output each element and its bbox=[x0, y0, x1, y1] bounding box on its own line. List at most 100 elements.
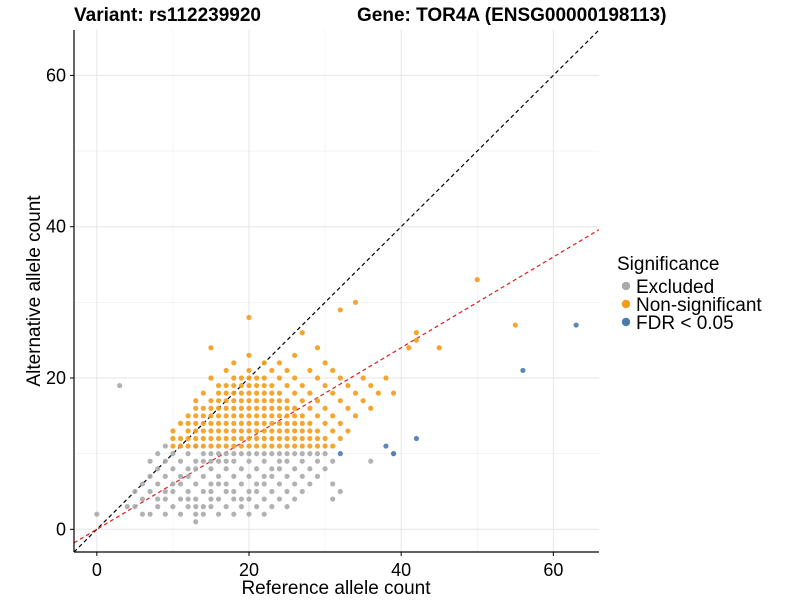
point-excluded bbox=[170, 488, 176, 495]
point-excluded bbox=[276, 451, 283, 457]
point-fdr-0-05 bbox=[573, 322, 579, 328]
point-excluded bbox=[208, 481, 214, 487]
point-excluded bbox=[139, 496, 146, 502]
point-non-significant bbox=[269, 428, 275, 434]
legend-title: Significance bbox=[617, 254, 719, 275]
point-excluded bbox=[314, 458, 321, 464]
point-excluded bbox=[299, 451, 305, 457]
point-non-significant bbox=[261, 405, 267, 411]
point-non-significant bbox=[185, 443, 191, 449]
point-excluded bbox=[246, 473, 252, 479]
point-excluded bbox=[276, 496, 283, 502]
point-excluded bbox=[177, 511, 184, 517]
point-excluded bbox=[330, 496, 336, 502]
point-non-significant bbox=[254, 405, 260, 411]
point-excluded bbox=[314, 451, 321, 457]
chart-title-gene: Gene: TOR4A (ENSG00000198113) bbox=[357, 5, 666, 26]
point-non-significant bbox=[322, 360, 328, 366]
point-non-significant bbox=[284, 428, 290, 434]
point-excluded bbox=[132, 488, 138, 495]
point-excluded bbox=[246, 458, 252, 464]
point-non-significant bbox=[200, 390, 206, 396]
point-fdr-0-05 bbox=[520, 367, 526, 374]
point-non-significant bbox=[314, 398, 321, 404]
point-non-significant bbox=[231, 420, 237, 426]
point-non-significant bbox=[261, 375, 267, 381]
point-excluded bbox=[322, 466, 328, 472]
point-excluded bbox=[185, 496, 191, 502]
point-excluded bbox=[231, 458, 237, 464]
point-non-significant bbox=[200, 420, 206, 426]
point-non-significant bbox=[261, 382, 267, 389]
point-excluded bbox=[162, 458, 168, 464]
point-excluded bbox=[238, 496, 244, 502]
point-excluded bbox=[322, 451, 328, 457]
point-excluded bbox=[185, 473, 191, 479]
point-excluded bbox=[307, 451, 313, 457]
point-non-significant bbox=[276, 443, 283, 449]
point-excluded bbox=[124, 504, 130, 510]
legend-label-excluded: Excluded bbox=[636, 277, 714, 298]
point-non-significant bbox=[193, 405, 199, 411]
point-non-significant bbox=[231, 398, 237, 404]
point-fdr-0-05 bbox=[337, 451, 343, 457]
point-non-significant bbox=[238, 420, 244, 426]
point-non-significant bbox=[292, 375, 298, 381]
point-non-significant bbox=[390, 390, 397, 396]
point-non-significant bbox=[177, 443, 184, 449]
point-excluded bbox=[170, 466, 176, 472]
point-non-significant bbox=[200, 428, 206, 434]
point-excluded bbox=[314, 473, 321, 479]
point-excluded bbox=[238, 481, 244, 487]
point-excluded bbox=[246, 496, 252, 502]
point-non-significant bbox=[292, 390, 298, 396]
point-excluded bbox=[162, 473, 168, 479]
point-non-significant bbox=[345, 428, 351, 434]
point-non-significant bbox=[307, 435, 313, 442]
point-excluded bbox=[276, 458, 283, 464]
point-excluded bbox=[208, 488, 214, 495]
point-non-significant bbox=[261, 398, 267, 404]
legend-swatch-nonsig bbox=[621, 299, 631, 309]
point-excluded bbox=[185, 488, 191, 495]
point-non-significant bbox=[215, 405, 222, 411]
point-non-significant bbox=[231, 390, 237, 396]
point-non-significant bbox=[292, 428, 298, 434]
point-non-significant bbox=[177, 435, 184, 442]
point-excluded bbox=[208, 496, 214, 502]
point-non-significant bbox=[284, 435, 290, 442]
point-non-significant bbox=[307, 405, 313, 411]
point-non-significant bbox=[254, 375, 260, 381]
point-non-significant bbox=[231, 435, 237, 442]
point-non-significant bbox=[215, 382, 222, 389]
point-non-significant bbox=[223, 405, 229, 411]
y-axis-title: Alternative allele count bbox=[24, 195, 45, 387]
point-excluded bbox=[117, 382, 123, 389]
point-non-significant bbox=[231, 413, 237, 419]
point-non-significant bbox=[238, 390, 244, 396]
point-excluded bbox=[292, 481, 298, 487]
point-non-significant bbox=[284, 443, 290, 449]
x-axis-title: Reference allele count bbox=[241, 578, 431, 599]
point-excluded bbox=[231, 496, 237, 502]
point-excluded bbox=[162, 488, 168, 495]
point-non-significant bbox=[345, 382, 351, 389]
point-non-significant bbox=[322, 405, 328, 411]
legend: Significance ExcludedNon-significantFDR … bbox=[617, 254, 762, 334]
point-non-significant bbox=[261, 420, 267, 426]
point-non-significant bbox=[337, 375, 343, 381]
point-excluded bbox=[162, 443, 168, 449]
point-excluded bbox=[223, 458, 229, 464]
point-non-significant bbox=[246, 382, 252, 389]
point-non-significant bbox=[238, 443, 244, 449]
point-non-significant bbox=[208, 413, 214, 419]
point-non-significant bbox=[231, 405, 237, 411]
point-non-significant bbox=[261, 413, 267, 419]
point-excluded bbox=[368, 458, 374, 464]
point-non-significant bbox=[436, 345, 442, 351]
point-excluded bbox=[185, 466, 191, 472]
point-non-significant bbox=[238, 435, 244, 442]
point-excluded bbox=[337, 488, 343, 495]
point-non-significant bbox=[208, 405, 214, 411]
legend-label-fdr: FDR < 0.05 bbox=[636, 313, 734, 334]
